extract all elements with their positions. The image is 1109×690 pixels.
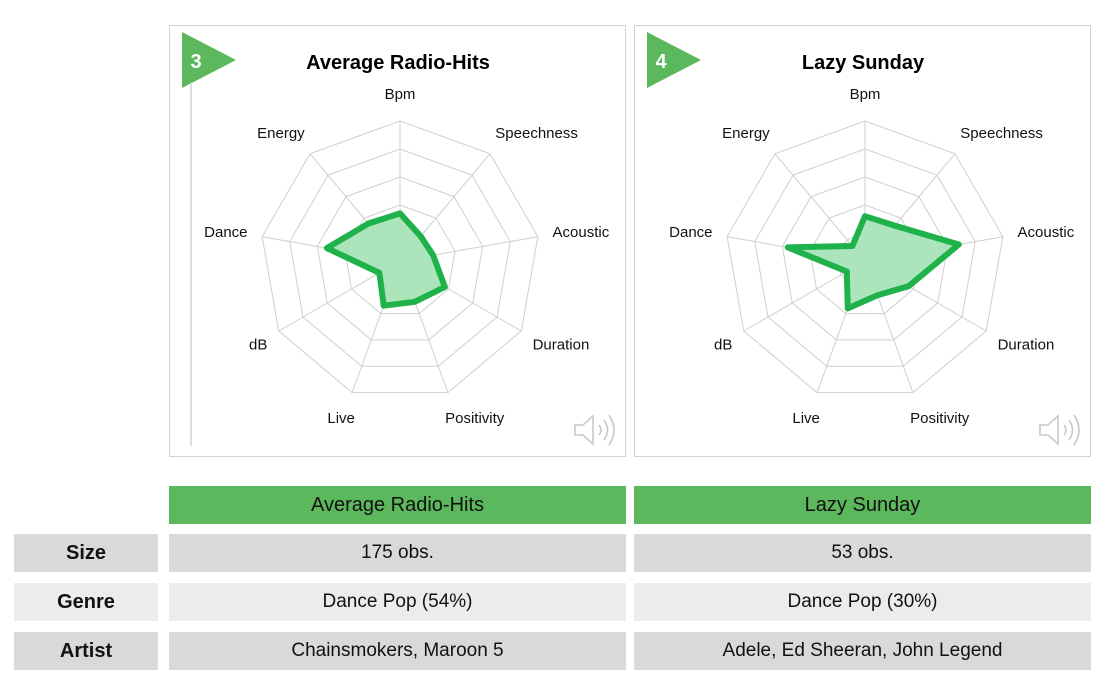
data-point-energy xyxy=(849,243,855,249)
table-cell: Dance Pop (30%) xyxy=(634,583,1091,621)
data-point-bpm xyxy=(862,213,868,219)
data-point-duration xyxy=(906,283,912,289)
axis-label-speechness: Speechness xyxy=(960,125,1043,142)
data-point-db xyxy=(844,269,850,274)
series-polygon xyxy=(784,213,962,312)
badge-triangle xyxy=(647,32,701,88)
axis-label-positivity: Positivity xyxy=(445,410,505,427)
data-point-live xyxy=(381,303,387,309)
grid-ring xyxy=(781,176,949,341)
radar-panel-lazy-sunday: 4 Lazy Sunday Bpm Speechness Acoustic Duratio… xyxy=(634,25,1091,457)
grid-ring xyxy=(726,120,1004,394)
axis-label-live: Live xyxy=(792,410,820,427)
data-point-positivity xyxy=(412,299,418,305)
data-point-dance xyxy=(785,244,791,250)
grid-ring xyxy=(316,176,484,341)
badge-number: 4 xyxy=(655,51,667,73)
table-header-radio-hits: Average Radio-Hits xyxy=(169,486,626,524)
axis-label-db: dB xyxy=(714,337,732,354)
grid-ring xyxy=(261,120,539,394)
axis-label-bpm: Bpm xyxy=(850,86,881,103)
data-point-speechness xyxy=(892,223,898,229)
speaker-icon[interactable] xyxy=(1036,410,1084,450)
radar-chart-radio-hits: 3 Average Radio-Hits Bpm Speechness Acoustic… xyxy=(182,32,610,446)
axis-label-db: dB xyxy=(249,337,267,354)
grid-ring xyxy=(289,148,511,367)
axis-label-energy: Energy xyxy=(257,125,305,142)
table-cell: Chainsmokers, Maroon 5 xyxy=(169,632,626,670)
radar-chart-lazy-sunday: 4 Lazy Sunday Bpm Speechness Acoustic Duratio… xyxy=(647,32,1075,427)
radar-panel-radio-hits: 3 Average Radio-Hits Bpm Speechness Acoustic… xyxy=(169,25,626,457)
data-point-bpm xyxy=(397,210,403,216)
speaker-icon[interactable] xyxy=(571,410,619,450)
series-polygon xyxy=(323,210,448,309)
data-point-dance xyxy=(324,245,330,251)
table-cell: Adele, Ed Sheeran, John Legend xyxy=(634,632,1091,670)
row-label-size: Size xyxy=(14,534,158,572)
axis-label-bpm: Bpm xyxy=(385,86,416,103)
axis-label-duration: Duration xyxy=(533,337,590,354)
axis-label-acoustic: Acoustic xyxy=(553,224,610,241)
data-point-acoustic xyxy=(956,242,962,247)
row-label-genre: Genre xyxy=(14,583,158,621)
table-cell: 175 obs. xyxy=(169,534,626,572)
data-point-energy xyxy=(366,221,371,226)
table-header-lazy-sunday: Lazy Sunday xyxy=(634,486,1091,524)
data-point-positivity xyxy=(874,292,880,298)
data-point-live xyxy=(845,305,851,311)
chart-title: Lazy Sunday xyxy=(802,52,925,74)
table-cell: Dance Pop (54%) xyxy=(169,583,626,621)
axis-label-live: Live xyxy=(327,410,355,427)
axis-label-dance: Dance xyxy=(669,224,712,241)
axis-label-duration: Duration xyxy=(998,337,1055,354)
grid-ring xyxy=(754,148,976,367)
data-point-speechness xyxy=(418,233,424,239)
axis-label-positivity: Positivity xyxy=(910,410,970,427)
data-point-db xyxy=(376,270,382,276)
badge-number: 3 xyxy=(190,51,201,73)
badge-triangle xyxy=(182,32,236,88)
data-point-acoustic xyxy=(430,252,436,258)
axis-label-acoustic: Acoustic xyxy=(1018,224,1075,241)
chart-title: Average Radio-Hits xyxy=(306,52,490,74)
row-label-artist: Artist xyxy=(14,632,158,670)
axis-label-energy: Energy xyxy=(722,125,770,142)
table-cell: 53 obs. xyxy=(634,534,1091,572)
axis-label-dance: Dance xyxy=(204,224,247,241)
data-point-duration xyxy=(442,284,448,290)
axis-label-speechness: Speechness xyxy=(495,125,578,142)
